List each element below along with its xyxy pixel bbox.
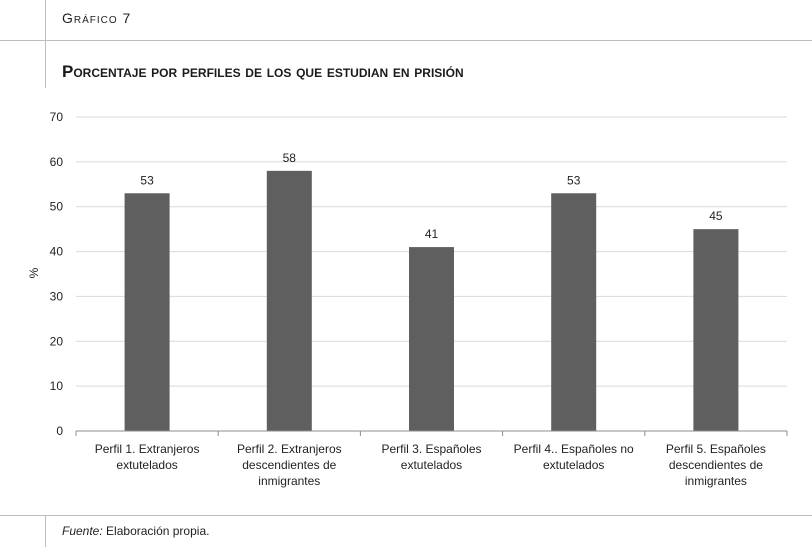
data-label: 53 — [140, 173, 154, 187]
y-tick-label: 0 — [56, 424, 63, 438]
y-tick-label: 30 — [50, 289, 64, 303]
data-label: 58 — [283, 151, 297, 165]
data-label: 45 — [709, 209, 723, 223]
x-tick-label-line: descendientes de — [242, 458, 336, 472]
x-tick-label-line: descendientes de — [669, 458, 763, 472]
x-tick-label: Perfil 5. Españoles descendientes de inmig… — [666, 442, 766, 488]
figure-label: Gráfico 7 — [62, 10, 132, 26]
x-axis-tick-labels: Perfil 1. Extranjeros extutelados Perfil 2… — [95, 442, 766, 488]
source-note: Fuente: Elaboración propia. — [62, 524, 209, 538]
x-tick-label-line: inmigrantes — [685, 474, 747, 488]
x-tick-label-line: Perfil 2. Extranjeros — [237, 442, 342, 456]
x-tick-label: Perfil 4.. Españoles no extutelados — [514, 442, 634, 472]
bar — [409, 247, 454, 431]
x-tick-label-line: Perfil 1. Extranjeros — [95, 442, 200, 456]
x-tick-label: Perfil 2. Extranjeros descendientes de inm… — [237, 442, 342, 488]
x-tick-label: Perfil 3. Españoles extutelados — [381, 442, 481, 472]
y-tick-label: 40 — [50, 245, 64, 259]
y-axis-ticks: 0 10 20 30 40 50 60 70 — [50, 110, 64, 438]
x-tick-label: Perfil 1. Extranjeros extutelados — [95, 442, 200, 472]
x-tick-label-line: extutelados — [116, 458, 177, 472]
bar — [551, 193, 597, 431]
x-tick-label-line: extutelados — [401, 458, 462, 472]
data-label: 41 — [425, 227, 439, 241]
x-tick-label-line: inmigrantes — [258, 474, 320, 488]
source-text: Elaboración propia. — [106, 524, 210, 538]
y-axis-label: % — [27, 267, 41, 278]
x-tick-label-line: extutelados — [543, 458, 604, 472]
y-tick-label: 50 — [50, 200, 64, 214]
left-rule-title — [45, 40, 46, 88]
bar — [124, 193, 170, 431]
source-label: Fuente: — [62, 524, 103, 538]
data-labels: 53 58 41 53 45 — [140, 151, 722, 241]
left-rule-top — [45, 0, 46, 40]
gridlines — [76, 116, 787, 387]
x-tick-label-line: Perfil 4.. Españoles no — [514, 442, 634, 456]
y-tick-label: 60 — [50, 155, 64, 169]
left-rule-bottom — [45, 515, 46, 547]
bars — [124, 170, 739, 432]
bar — [693, 229, 739, 431]
x-tick-label-line: Perfil 5. Españoles — [666, 442, 766, 456]
x-tick-label-line: Perfil 3. Españoles — [381, 442, 481, 456]
header-divider — [0, 40, 812, 41]
data-label: 53 — [567, 173, 581, 187]
x-axis — [75, 430, 788, 436]
footer-divider — [0, 515, 812, 516]
chart-title: Porcentaje por perfiles de los que estud… — [62, 62, 464, 81]
y-tick-label: 10 — [50, 379, 64, 393]
y-tick-label: 70 — [50, 110, 64, 124]
y-tick-label: 20 — [50, 334, 64, 348]
bar — [266, 170, 312, 432]
